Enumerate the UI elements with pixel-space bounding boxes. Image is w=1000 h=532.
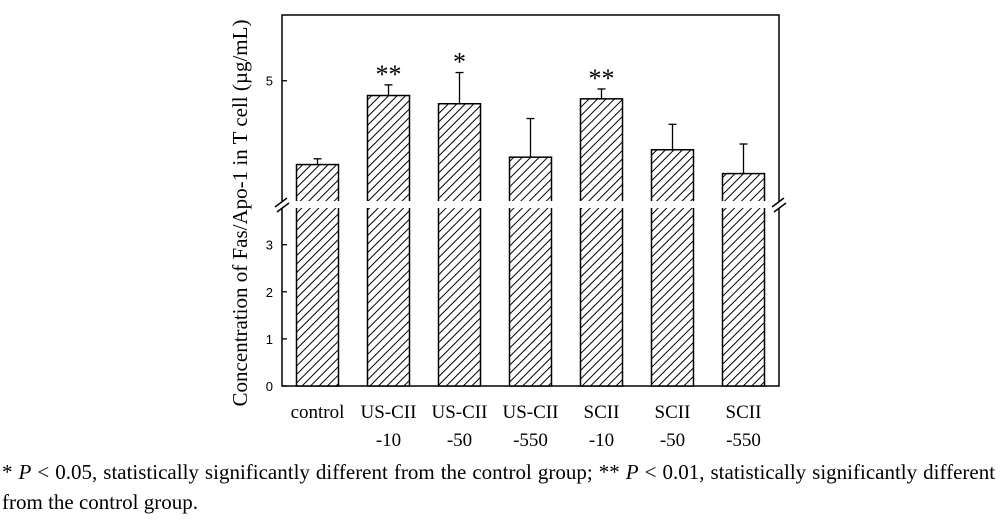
bar-5 <box>650 149 695 387</box>
bar-0 <box>295 163 340 387</box>
caption-sig2-p: P <box>625 460 639 484</box>
y-tick-label-low-3: 3 <box>266 238 273 253</box>
y-axis-ticks: 0 1 2 3 5 <box>266 74 287 394</box>
bar-6 <box>721 172 766 387</box>
x-tick-label-0: control <box>291 402 345 423</box>
x-tick-sublabel-4: -10 <box>589 430 614 451</box>
axis-break-mark-1-a <box>771 197 785 208</box>
axis-break <box>274 197 787 213</box>
x-tick-sublabel-1: -10 <box>376 430 401 451</box>
x-tick-label-6: SCII <box>726 402 762 423</box>
axis-break-mark-0-b <box>276 202 290 213</box>
significance-marker-1: ** <box>376 60 402 89</box>
y-tick-label-up-0: 5 <box>266 74 273 89</box>
axis-break-band <box>276 201 785 208</box>
significance-caption: * P < 0.05, statistically significantly … <box>2 457 995 517</box>
caption-sig2-text: < 0.01, statistically significantly diff… <box>2 460 996 514</box>
x-axis-labels: control US-CII -10 US-CII -50 US-CII -550 SCII -… <box>291 402 762 451</box>
x-tick-sublabel-6: -550 <box>726 430 761 451</box>
x-tick-label-2: US-CII <box>432 402 488 423</box>
bars-group <box>295 94 766 387</box>
x-tick-sublabel-5: -50 <box>660 430 685 451</box>
caption-sig1-star: * <box>2 460 13 484</box>
bar-3 <box>508 156 553 387</box>
x-tick-sublabel-3: -550 <box>513 430 548 451</box>
error-bars-group <box>313 71 748 174</box>
caption-sig2-star: ** <box>598 460 620 484</box>
x-tick-sublabel-2: -50 <box>447 430 472 451</box>
caption-sig1-text: < 0.05, statistically significantly diff… <box>37 460 593 484</box>
y-axis-title: Concentration of Fas/Apo-1 in T cell (µg… <box>228 20 252 407</box>
axis-break-mark-1-b <box>773 202 787 213</box>
axis-break-mark-0-a <box>274 197 288 208</box>
bar-2 <box>437 102 482 387</box>
y-tick-label-low-0: 0 <box>266 379 273 394</box>
x-tick-label-1: US-CII <box>361 402 417 423</box>
bar-4 <box>579 98 624 387</box>
significance-markers: ** *** <box>376 48 615 93</box>
caption-sig1-p: P <box>18 460 32 484</box>
y-tick-label-low-2: 2 <box>266 285 273 300</box>
x-tick-label-3: US-CII <box>503 402 559 423</box>
x-tick-label-5: SCII <box>655 402 691 423</box>
bar-1 <box>366 94 411 387</box>
significance-marker-2: * <box>453 48 466 77</box>
x-tick-label-4: SCII <box>584 402 620 423</box>
y-tick-label-low-1: 1 <box>266 332 273 347</box>
significance-marker-4: ** <box>589 64 615 93</box>
